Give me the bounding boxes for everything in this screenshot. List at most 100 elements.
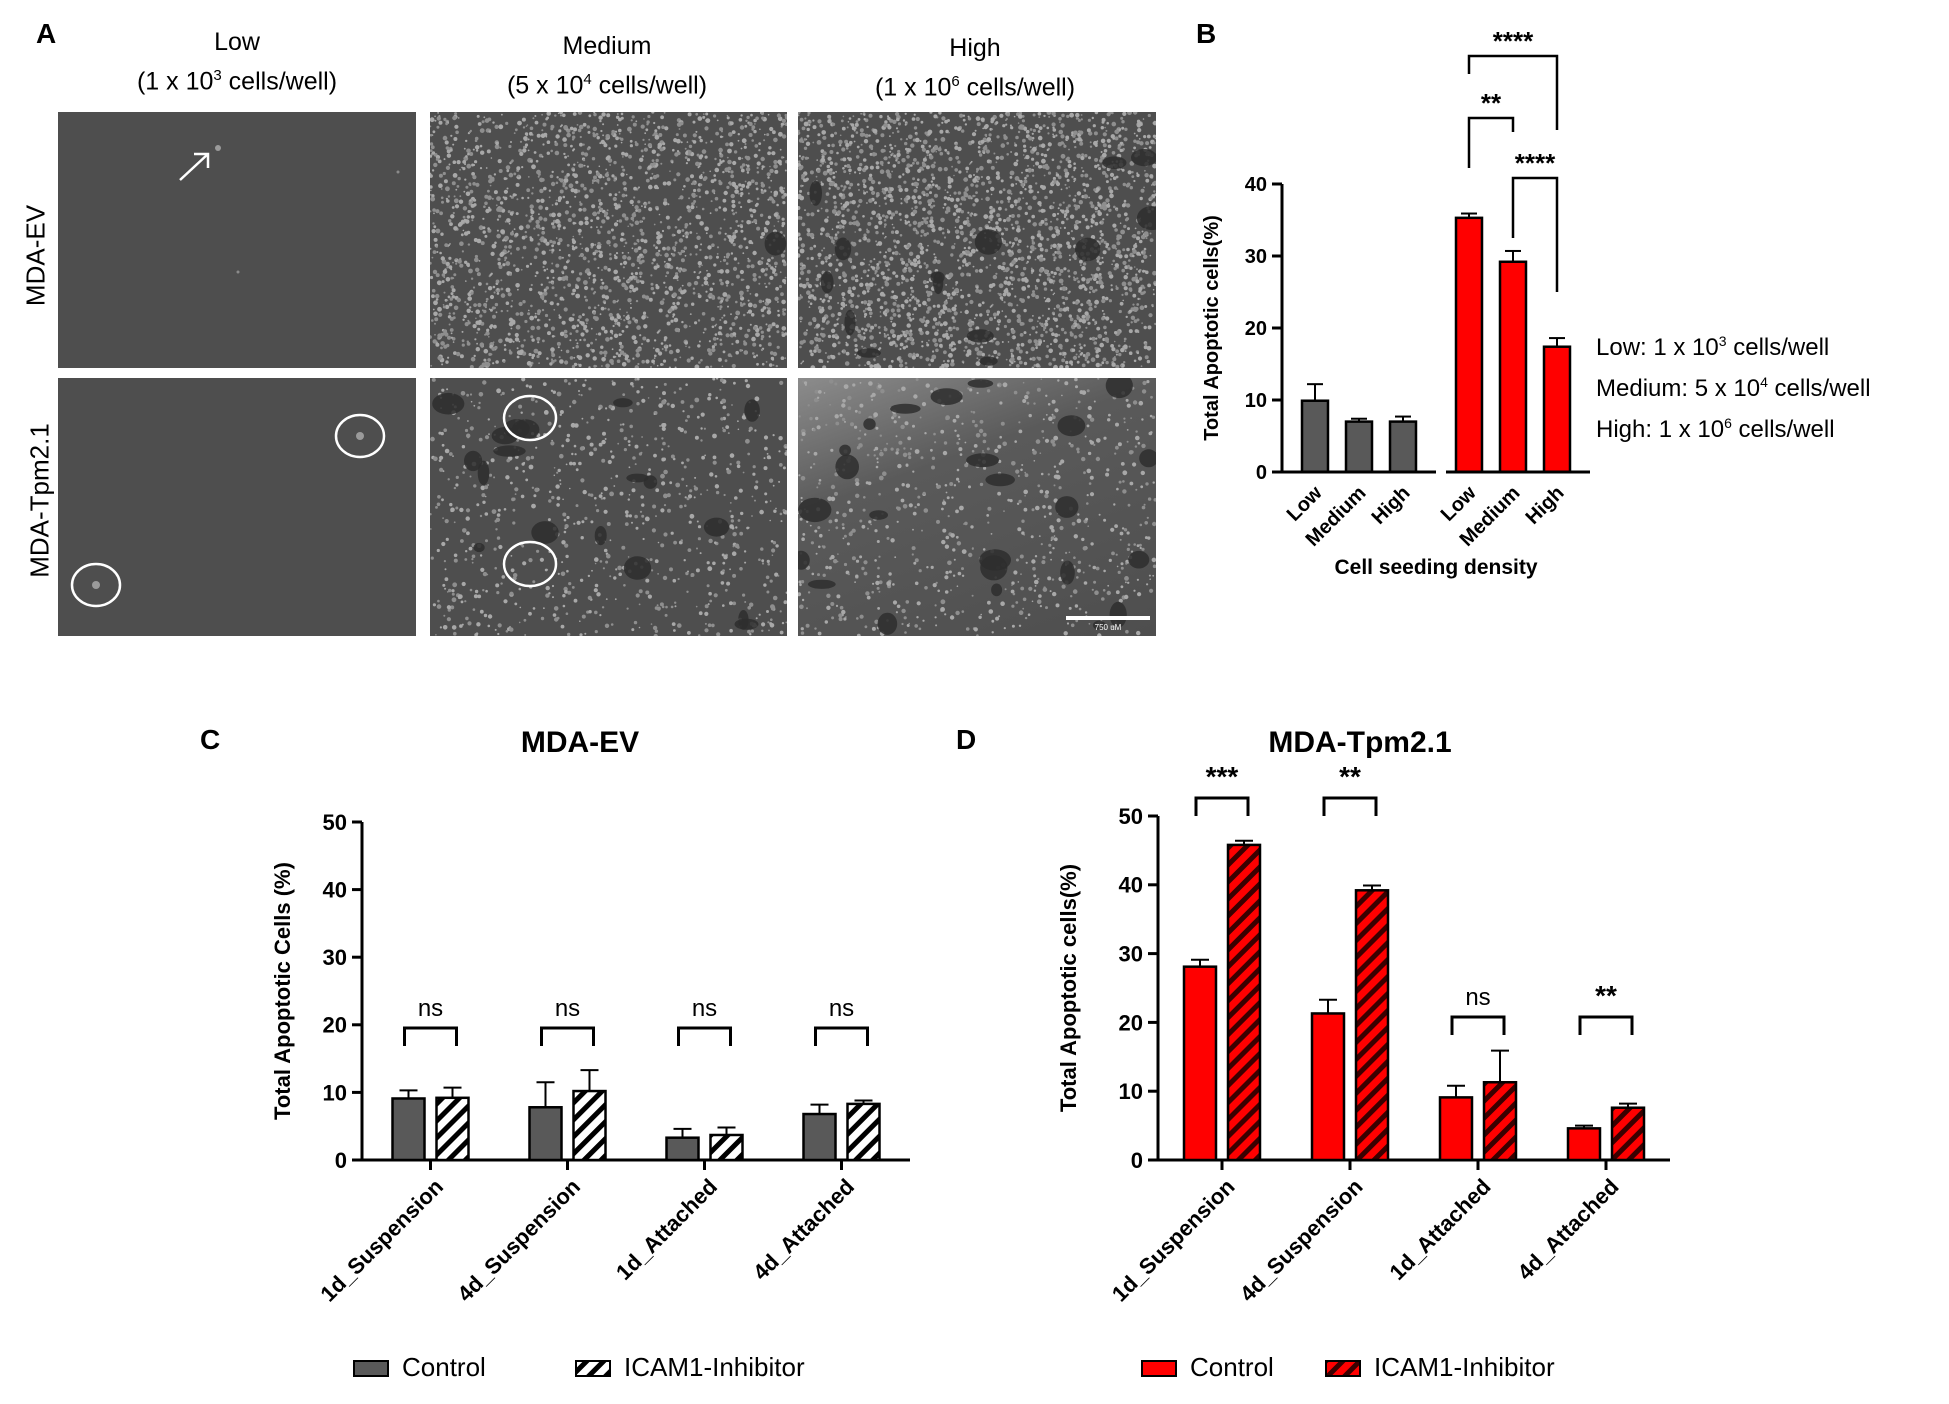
cell-dot [866,125,869,129]
cell-dot [534,315,538,319]
cell-dot [822,135,827,140]
cell-dot [1116,249,1122,255]
cell-dot [1084,154,1088,158]
cell-dot [676,138,681,144]
cell-dot [1081,277,1086,282]
cell-dot [969,233,973,237]
cell-dot [438,120,443,125]
cell-dot [545,117,548,121]
cell-dot [1107,271,1112,276]
cell-dot [1141,230,1144,233]
cell-dot [904,221,908,225]
cell-dot [889,341,894,346]
cell-dot [778,131,783,137]
cell-dot [655,158,659,163]
cell-dot [776,345,780,349]
cell-dot [515,267,520,273]
cell-dot [1045,354,1049,359]
cell-dot [1120,116,1124,120]
cell-dot [756,166,759,169]
cell-dot [1002,292,1007,297]
cell-dot [760,181,764,185]
cell-dot [882,275,887,280]
cell-dot [917,195,922,200]
cell-dot [1073,169,1076,172]
cell-dot [740,114,743,117]
cell-dot [1042,281,1047,286]
cell-dot [530,139,534,142]
cell-dot [1046,345,1049,348]
cell-dot [475,309,480,314]
cell-dot [822,327,825,330]
cell-dot [962,362,965,364]
cell-dot [663,532,668,537]
cell-dot [812,119,815,122]
cell-dot [618,132,621,135]
cell-dot [952,287,954,289]
cell-dot [1000,143,1006,148]
cell-dot [529,287,533,292]
cell-dot [952,212,957,216]
cell-dot [894,250,899,256]
cell-dot [717,296,721,300]
cell-dot [879,169,885,174]
cell-dot [459,168,461,171]
cell-dot [953,311,958,316]
cell-dot [988,220,991,224]
cell-dot [1020,342,1025,347]
cell-dot [1011,226,1015,230]
cell-dot [440,341,445,346]
cell-dot [872,342,877,348]
cell-dot [912,352,916,356]
cell-dot [441,200,444,204]
cell-dot [942,360,946,363]
cell-dot [908,251,914,256]
cell-dot [960,272,965,277]
cell-dot [782,466,786,470]
cell-dot [688,346,691,349]
cell-dot [1017,197,1022,202]
cell-dot [667,203,670,206]
cell-dot [595,178,600,183]
cell-dot [1111,263,1113,266]
cell-dot [555,263,560,268]
cell-dot [699,183,703,187]
cell-dot [957,216,960,219]
cell-dot [1021,171,1023,174]
cell-dot [629,199,634,205]
cell-dot [1064,338,1069,343]
cell-dot [1057,313,1063,318]
cell-dot [934,256,937,259]
cell-dot [954,287,960,293]
cell-dot [883,326,887,329]
cell-dot [900,198,903,200]
cell-dot [598,201,603,206]
cell-dot [1131,175,1135,178]
row-header-mda-ev: MDA-EV [20,204,51,307]
cell-dot [760,190,765,194]
cell-dot [469,152,474,156]
cell-dot [519,140,523,143]
cell-dot [540,294,545,299]
cell-dot [1077,137,1082,142]
cell-dot [858,228,862,232]
cell-dot [768,264,772,268]
cell-dot [843,188,846,191]
cell-dot [1097,211,1102,217]
cell-dot [919,140,922,142]
cell-dot [462,215,466,219]
cell-dot [953,191,957,195]
cell-dot [621,362,627,367]
cell-dot [1024,211,1028,216]
cell-dot [963,349,966,352]
cell-dot [642,138,645,141]
cell-dot [685,345,687,348]
cell-dot [1114,263,1119,268]
cell-dot [480,150,485,155]
cell-dot [1120,229,1125,235]
cell-dot [1064,174,1069,178]
cell-dot [666,321,671,326]
cell-dot [559,114,563,117]
cell-dot [719,135,723,139]
cell-dot [1090,219,1095,224]
